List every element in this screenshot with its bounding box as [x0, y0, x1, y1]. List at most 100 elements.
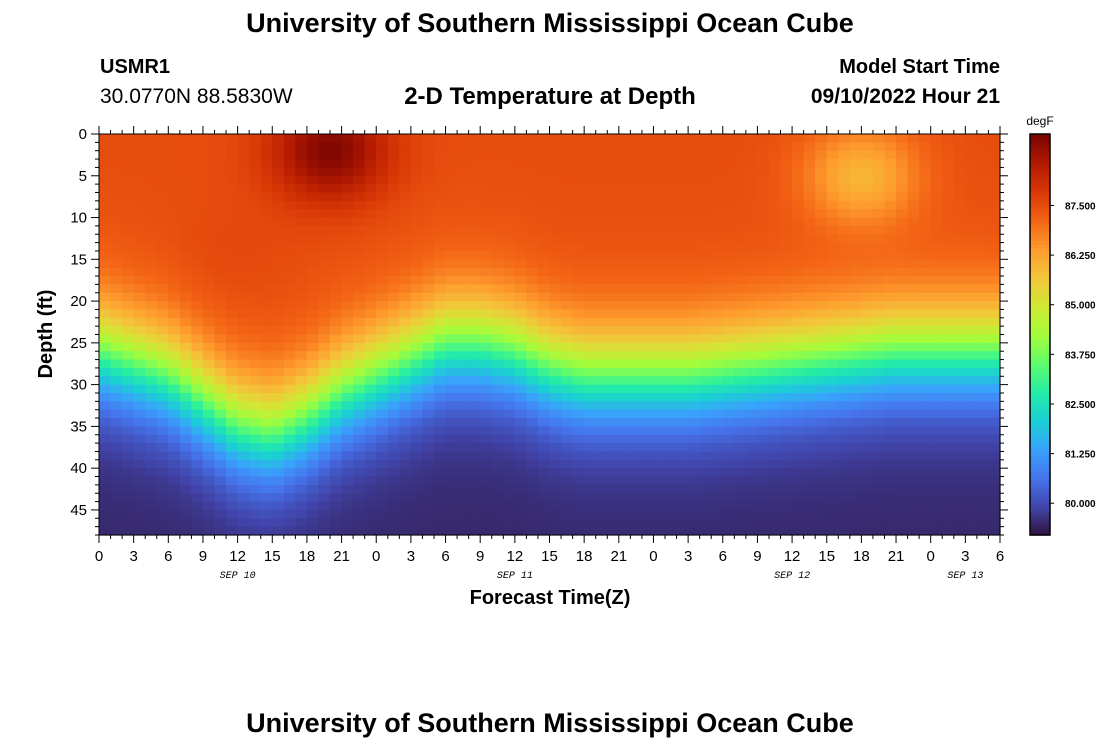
- heatmap-cell: [699, 184, 712, 194]
- heatmap-cell: [861, 434, 874, 444]
- heatmap-cell: [306, 526, 320, 536]
- heatmap-cell: [295, 434, 308, 444]
- heatmap-cell: [584, 526, 597, 536]
- heatmap-cell: [711, 493, 724, 503]
- heatmap-cell: [953, 451, 966, 461]
- heatmap-cell: [988, 526, 1001, 536]
- heatmap-cell: [410, 242, 424, 252]
- heatmap-cell: [838, 184, 851, 194]
- x-tick-label: 18: [299, 548, 316, 565]
- heatmap-cell: [607, 468, 620, 478]
- heatmap-cell: [953, 167, 966, 177]
- heatmap-cell: [364, 159, 377, 169]
- colorbar-segment: [1030, 134, 1050, 138]
- heatmap-cell: [861, 167, 874, 177]
- heatmap-cell: [815, 217, 828, 227]
- heatmap-cell: [549, 459, 562, 469]
- heatmap-cell: [872, 134, 886, 143]
- heatmap-cell: [318, 418, 331, 427]
- heatmap-cell: [907, 493, 920, 503]
- heatmap-cell: [122, 276, 135, 285]
- heatmap-cell: [179, 276, 193, 285]
- heatmap-cell: [191, 250, 204, 260]
- heatmap-cell: [226, 159, 239, 169]
- heatmap-cell: [433, 192, 447, 202]
- heatmap-cell: [537, 276, 551, 285]
- heatmap-cell: [745, 225, 759, 235]
- heatmap-cell: [202, 309, 216, 319]
- heatmap-cell: [988, 384, 1001, 394]
- heatmap-cell: [711, 468, 724, 478]
- heatmap-cell: [861, 451, 874, 461]
- heatmap-cell: [653, 259, 666, 269]
- heatmap-cell: [410, 484, 424, 494]
- heatmap-cell: [896, 150, 909, 160]
- heatmap-cell: [179, 351, 193, 361]
- heatmap-cell: [768, 518, 782, 528]
- y-tick-label: 30: [70, 377, 87, 394]
- heatmap-cell: [722, 518, 735, 528]
- heatmap-cell: [815, 459, 828, 469]
- heatmap-cell: [537, 493, 551, 503]
- heatmap-cell: [849, 509, 862, 519]
- colorbar-segment: [1030, 351, 1050, 356]
- heatmap-cell: [919, 418, 932, 427]
- heatmap-cell: [295, 501, 308, 511]
- heatmap-cell: [849, 317, 862, 327]
- heatmap-cell: [561, 459, 574, 469]
- heatmap-cell: [410, 526, 424, 536]
- heatmap-cell: [757, 351, 770, 361]
- heatmap-cell: [618, 142, 631, 152]
- heatmap-cell: [907, 167, 920, 177]
- heatmap-cell: [849, 351, 862, 361]
- heatmap-cell: [410, 267, 424, 277]
- heatmap-cell: [653, 150, 666, 160]
- heatmap-cell: [907, 284, 920, 294]
- heatmap-cell: [607, 392, 620, 402]
- heatmap-cell: [884, 409, 897, 419]
- heatmap-cell: [156, 459, 169, 469]
- heatmap-cell: [318, 134, 331, 143]
- heatmap-cell: [272, 418, 285, 427]
- heatmap-cell: [399, 476, 412, 486]
- heatmap-cell: [491, 401, 504, 411]
- colorbar-segment: [1030, 190, 1050, 195]
- heatmap-cell: [826, 242, 839, 252]
- heatmap-cell: [445, 225, 458, 235]
- heatmap-cell: [318, 242, 331, 252]
- heatmap-cell: [930, 468, 943, 478]
- heatmap-cell: [734, 209, 747, 219]
- heatmap-cell: [191, 175, 204, 185]
- colorbar-segment: [1030, 244, 1050, 249]
- heatmap-cell: [330, 142, 343, 152]
- heatmap-cell: [919, 142, 932, 152]
- heatmap-cell: [849, 234, 862, 244]
- heatmap-cell: [919, 409, 932, 419]
- heatmap-cell: [272, 150, 285, 160]
- heatmap-cell: [283, 509, 296, 519]
- heatmap-cell: [953, 259, 966, 269]
- heatmap-cell: [110, 175, 123, 185]
- heatmap-cell: [953, 342, 966, 352]
- heatmap-cell: [237, 259, 250, 269]
- heatmap-cell: [295, 242, 308, 252]
- heatmap-cell: [537, 250, 551, 260]
- heatmap-cell: [133, 159, 146, 169]
- heatmap-cell: [399, 342, 412, 352]
- heatmap-cell: [202, 526, 216, 536]
- heatmap-cell: [514, 159, 527, 169]
- heatmap-cell: [168, 276, 181, 285]
- heatmap-cell: [237, 159, 250, 169]
- heatmap-cell: [364, 200, 377, 210]
- heatmap-cell: [722, 175, 735, 185]
- heatmap-cell: [410, 384, 424, 394]
- heatmap-cell: [896, 192, 909, 202]
- heatmap-cell: [99, 175, 112, 185]
- heatmap-cell: [376, 134, 389, 143]
- heatmap-cell: [480, 250, 493, 260]
- heatmap-cell: [988, 409, 1001, 419]
- heatmap-cell: [376, 384, 389, 394]
- heatmap-cell: [699, 217, 712, 227]
- heatmap-cell: [537, 284, 551, 294]
